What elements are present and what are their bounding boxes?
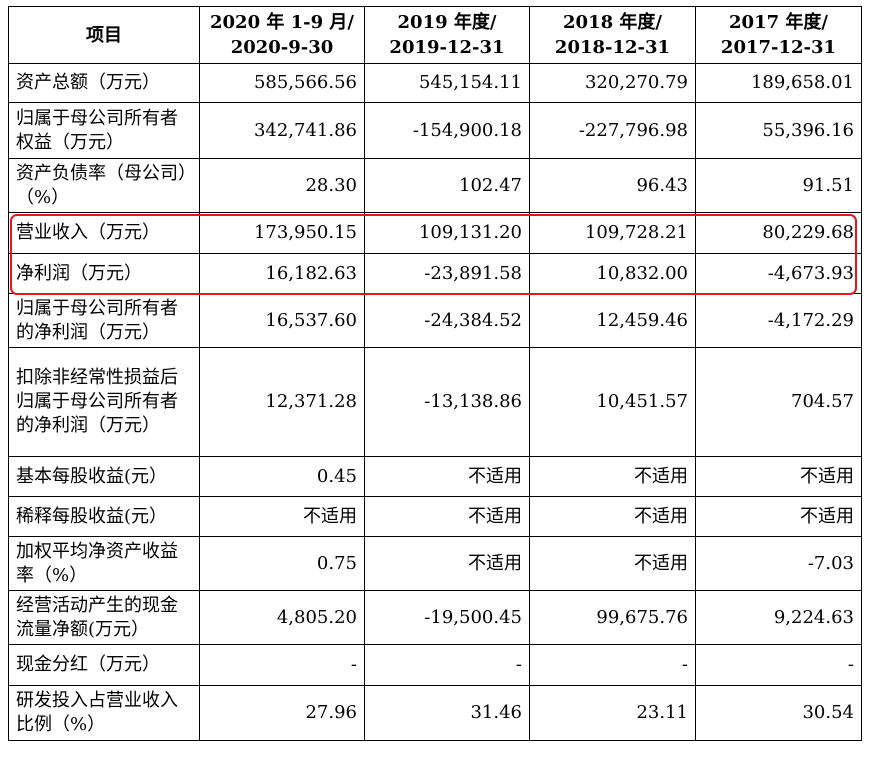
table-row: 稀释每股收益(元） 不适用 不适用 不适用 不适用 [8,496,862,537]
table-row: 经营活动产生的现金流量净额(万元） 4,805.20 -19,500.45 99,67… [8,590,862,645]
row-value: 不适用 [529,456,696,497]
row-value: 189,658.01 [695,63,862,103]
row-label: 营业收入（万元） [8,212,200,254]
header-2019: 2019 年度/2019-12-31 [364,6,530,64]
table-row: 资产负债率（母公司）（%） 28.30 102.47 96.43 91.51 [8,158,862,213]
row-value: 545,154.11 [364,63,530,103]
table-row: 加权平均净资产收益率（%） 0.75 不适用 不适用 -7.03 [8,536,862,591]
row-value: -4,172.29 [695,293,862,348]
row-value: 不适用 [695,456,862,497]
row-value: 102.47 [364,158,530,213]
row-label: 稀释每股收益(元） [8,496,200,537]
header-item: 项目 [8,6,200,64]
row-value: 不适用 [364,456,530,497]
row-label: 基本每股收益(元） [8,456,200,497]
row-value: 0.45 [199,456,365,497]
row-value: 55,396.16 [695,102,862,159]
row-value: 10,832.00 [529,253,696,294]
table-row: 净利润（万元） 16,182.63 -23,891.58 10,832.00 -4,67… [8,253,862,294]
row-label: 现金分红（万元） [8,644,200,686]
row-value: 12,459.46 [529,293,696,348]
row-value: 9,224.63 [695,590,862,645]
table-row: 现金分红（万元） - - - - [8,644,862,686]
row-value: -24,384.52 [364,293,530,348]
header-2018: 2018 年度/2018-12-31 [529,6,696,64]
row-value: 27.96 [199,685,365,741]
row-label: 资产负债率（母公司）（%） [8,158,200,213]
header-row: 项目 2020 年 1-9 月/2020-9-30 2019 年度/2019-1… [8,6,862,64]
row-value: 99,675.76 [529,590,696,645]
row-value: 12,371.28 [199,347,365,457]
row-value: 30.54 [695,685,862,741]
row-value: 不适用 [529,536,696,591]
row-value: 109,131.20 [364,212,530,254]
row-value: 320,270.79 [529,63,696,103]
row-value: 不适用 [529,496,696,537]
row-value: 109,728.21 [529,212,696,254]
table-row: 研发投入占营业收入比例（%） 27.96 31.46 23.11 30.54 [8,685,862,741]
row-value: 0.75 [199,536,365,591]
table-row: 营业收入（万元） 173,950.15 109,131.20 109,728.21 80… [8,212,862,254]
row-value: 80,229.68 [695,212,862,254]
row-value: - [199,644,365,686]
row-label: 扣除非经常性损益后归属于母公司所有者的净利润（万元） [8,347,200,457]
row-label: 归属于母公司所有者的净利润（万元） [8,293,200,348]
row-value: 不适用 [199,496,365,537]
row-value: - [529,644,696,686]
row-value: -4,673.93 [695,253,862,294]
row-label: 经营活动产生的现金流量净额(万元） [8,590,200,645]
table-row: 扣除非经常性损益后归属于母公司所有者的净利润（万元） 12,371.28 -13,1… [8,347,862,457]
row-label: 研发投入占营业收入比例（%） [8,685,200,741]
row-value: 不适用 [695,496,862,537]
table-row: 基本每股收益(元） 0.45 不适用 不适用 不适用 [8,456,862,497]
header-2017: 2017 年度/2017-12-31 [695,6,862,64]
row-value: 91.51 [695,158,862,213]
row-value: 585,566.56 [199,63,365,103]
row-value: 不适用 [364,496,530,537]
row-label: 归属于母公司所有者权益（万元） [8,102,200,159]
table-row: 归属于母公司所有者的净利润（万元） 16,537.60 -24,384.52 12,4… [8,293,862,348]
row-value: 28.30 [199,158,365,213]
row-value: 31.46 [364,685,530,741]
row-label: 净利润（万元） [8,253,200,294]
row-value: 173,950.15 [199,212,365,254]
row-value: 不适用 [364,536,530,591]
row-value: -19,500.45 [364,590,530,645]
row-value: 23.11 [529,685,696,741]
row-value: 10,451.57 [529,347,696,457]
row-label: 加权平均净资产收益率（%） [8,536,200,591]
row-value: -23,891.58 [364,253,530,294]
row-value: 16,537.60 [199,293,365,348]
row-value: -13,138.86 [364,347,530,457]
row-value: 16,182.63 [199,253,365,294]
row-value: -154,900.18 [364,102,530,159]
table-row: 资产总额（万元） 585,566.56 545,154.11 320,270.79 18… [8,63,862,103]
row-value: -7.03 [695,536,862,591]
row-value: 96.43 [529,158,696,213]
row-value: - [695,644,862,686]
row-value: 704.57 [695,347,862,457]
header-2020: 2020 年 1-9 月/2020-9-30 [199,6,365,64]
row-label: 资产总额（万元） [8,63,200,103]
table-row: 归属于母公司所有者权益（万元） 342,741.86 -154,900.18 -227… [8,102,862,159]
row-value: 4,805.20 [199,590,365,645]
row-value: - [364,644,530,686]
financial-summary-table: 项目 2020 年 1-9 月/2020-9-30 2019 年度/2019-1… [8,6,862,741]
row-value: 342,741.86 [199,102,365,159]
row-value: -227,796.98 [529,102,696,159]
